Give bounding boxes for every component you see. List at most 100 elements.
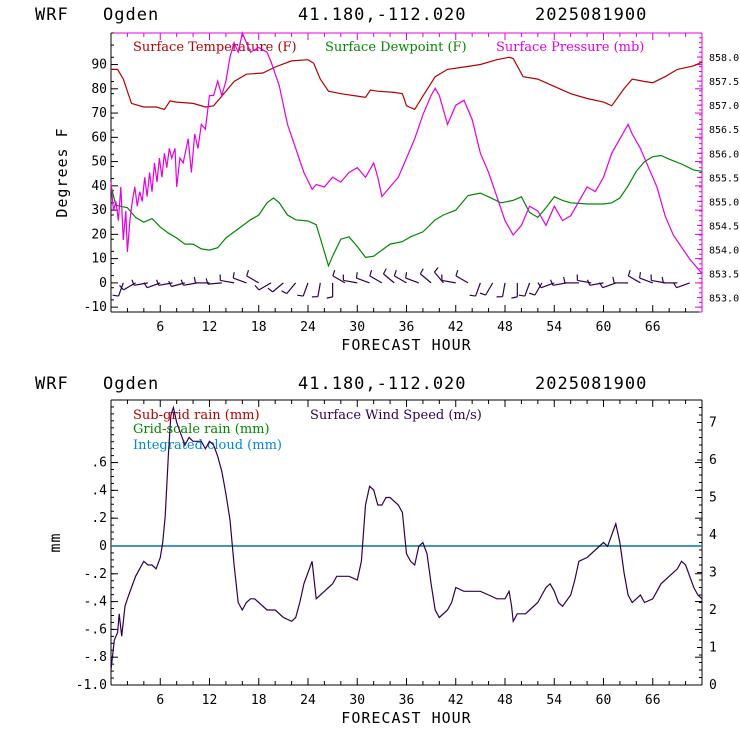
y-right-tick-label: 855.5 [709, 173, 739, 184]
y-right-tick-label: 853.0 [709, 294, 739, 305]
x-tick-label: 66 [645, 693, 661, 708]
x-tick-label: 18 [251, 320, 267, 335]
panel1-header: WRF Ogden 41.180,-112.020 2025081900 [35, 5, 647, 25]
x-tick-label: 66 [645, 320, 661, 335]
wind-barb-flag [469, 294, 476, 297]
wind-barb-staff [639, 277, 653, 284]
x-tick-label: 24 [300, 693, 316, 708]
wind-barb-flag [168, 280, 172, 287]
wind-barb-flag [433, 267, 439, 273]
wind-barb-flag [246, 270, 250, 277]
x-tick-label: 30 [349, 693, 365, 708]
panel2-run: 2025081900 [535, 374, 647, 394]
panel1-run: 2025081900 [535, 5, 647, 25]
wind-barb-flag [326, 296, 333, 299]
wind-barb-flag [369, 270, 373, 277]
series-line-3 [110, 405, 703, 671]
y-right-tick-label: 855.0 [709, 197, 739, 208]
y-right-tick-label: 854.5 [709, 221, 739, 232]
y-tick-label: 10 [91, 252, 107, 267]
wind-barb-staff [589, 282, 604, 286]
wind-barb-flag [205, 278, 209, 285]
x-tick-label: 36 [399, 693, 415, 708]
wind-barb-staff [475, 282, 481, 297]
wind-barb-flag [131, 279, 135, 286]
y-right-tick-label: 857.5 [709, 77, 739, 88]
wind-barb-flag [405, 272, 408, 279]
y-axis-label: mm [46, 532, 64, 552]
wind-barb-staff [332, 275, 346, 284]
x-axis-label: FORECAST HOUR [341, 336, 471, 354]
panel2-precip-wind-chart: 6 12 18 24 30 36 42 48 54 60 66-1.0-.8-.6-.4-.20.2… [46, 399, 717, 727]
wind-barb-flag [382, 268, 387, 275]
series-line-1 [110, 154, 703, 268]
wind-barb-staff [272, 282, 284, 293]
series-line-0 [111, 56, 703, 111]
wind-barb-flag [511, 296, 518, 299]
x-tick-label: 12 [202, 693, 218, 708]
legend-entry-1: Grid-scale rain (mm) [133, 422, 270, 437]
x-tick-label: 48 [497, 320, 513, 335]
wind-barb-staff [220, 279, 235, 284]
wind-barb-staff [233, 277, 247, 284]
wind-barb-staff [485, 282, 494, 296]
panel2-model: WRF [35, 374, 69, 394]
y-right-tick-label: 1 [709, 641, 717, 656]
wind-barb-flag [627, 270, 631, 277]
wind-barb-flag [193, 276, 197, 284]
series-line-2 [110, 31, 703, 274]
wind-barb-staff [534, 282, 543, 296]
wind-barb-flag [267, 287, 274, 293]
y-tick-label: 80 [91, 82, 107, 97]
y-right-tick-label: 7 [709, 416, 717, 431]
wind-barb-flag [537, 282, 542, 288]
x-tick-label: 60 [596, 693, 612, 708]
x-tick-label: 36 [399, 320, 415, 335]
wind-barb-flag [155, 279, 160, 286]
x-tick-label: 6 [156, 320, 164, 335]
y-right-tick-label: 2 [709, 603, 717, 618]
x-tick-label: 48 [497, 693, 513, 708]
wind-barb-flag [661, 276, 664, 284]
wind-barb-flag [639, 272, 642, 279]
y-tick-label: 20 [91, 227, 107, 242]
y-right-tick-label: 854.0 [709, 245, 739, 256]
x-tick-label: 24 [300, 320, 316, 335]
wind-barb-flag [598, 282, 604, 288]
wind-barb-flag [455, 270, 459, 277]
wind-barb-flag [518, 294, 525, 297]
legend-entry-3: Surface Wind Speed (m/s) [310, 408, 482, 423]
y-tick-label: 0 [99, 276, 107, 291]
y-tick-label: 60 [91, 130, 107, 145]
wind-barb-staff [455, 275, 469, 284]
panel2-header: WRF Ogden 41.180,-112.020 2025081900 [35, 374, 647, 394]
legend-entry-0: Surface Temperature (F) [133, 40, 297, 55]
wind-barb-staff [258, 282, 272, 291]
wind-barb-flag [586, 279, 591, 286]
y-right-tick-label: 853.5 [709, 270, 739, 281]
wind-barb-staff [394, 275, 407, 284]
y-tick-label: -.8 [84, 650, 107, 665]
wind-barb-flag [119, 285, 124, 291]
wind-barb-flag [479, 292, 486, 296]
panel2-location: Ogden [103, 374, 159, 394]
legend-entry-0: Sub-grid rain (mm) [133, 408, 260, 423]
y-tick-label: 90 [91, 58, 107, 73]
x-tick-label: 42 [448, 693, 464, 708]
y-tick-label: 0 [99, 539, 107, 554]
wind-barb-staff [552, 282, 567, 286]
wind-barb-flag [612, 276, 615, 284]
wind-barb-flag [281, 290, 287, 295]
panel1-temperature-chart: 6 12 18 24 30 36 42 48 54 60 66 -10 0 10 20 30 40 50 60 70 8… [53, 31, 739, 354]
wind-barb-staff [676, 282, 690, 289]
wind-barb-staff [317, 282, 321, 297]
wind-barb-flag [393, 270, 397, 277]
x-tick-label: 6 [156, 693, 164, 708]
wind-barb-staff [420, 273, 432, 284]
wind-barb-flag [563, 276, 566, 284]
y-tick-label: 50 [91, 155, 107, 170]
wind-barb-flag [254, 285, 260, 291]
y-tick-label: 40 [91, 179, 107, 194]
wind-barb-flag [112, 294, 119, 297]
x-tick-label: 54 [546, 320, 562, 335]
